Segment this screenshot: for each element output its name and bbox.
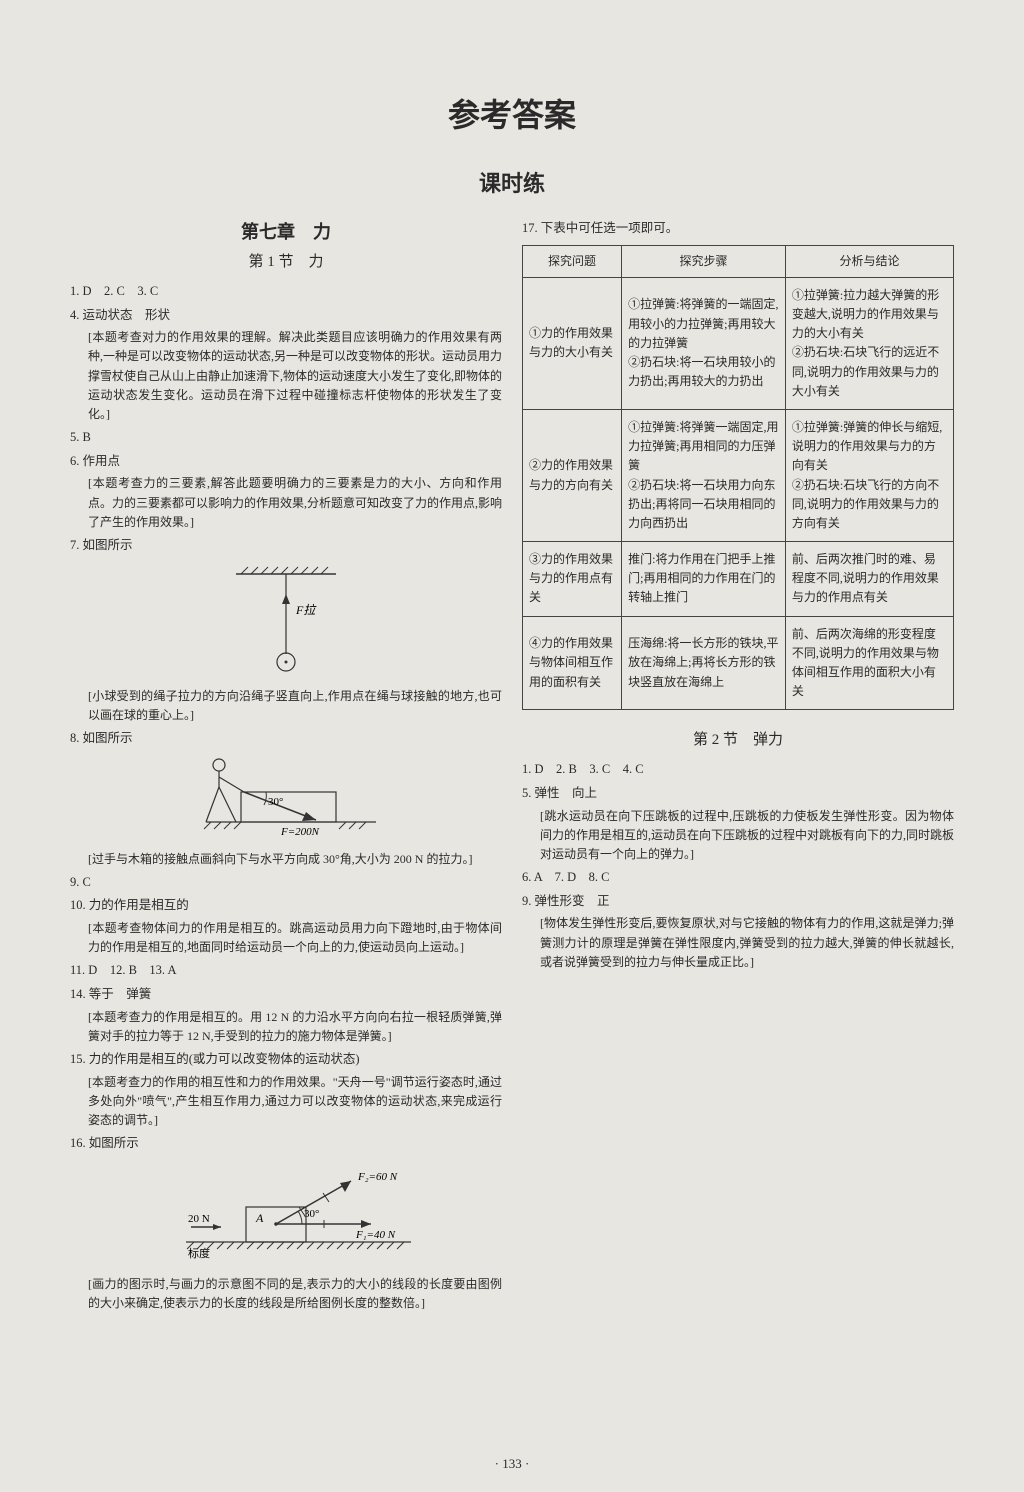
answer-6: 6. 作用点: [70, 451, 502, 472]
answer-10-explain: [本题考查物体间力的作用是相互的。跳高运动员用力向下蹬地时,由于物体间力的作用是…: [70, 919, 502, 957]
table-cell: 压海绵:将一长方形的铁块,平放在海绵上;再将长方形的铁块竖直放在海绵上: [622, 616, 786, 710]
figure-16-angle: 30°: [304, 1208, 319, 1220]
s2-answer-6-8: 6. A 7. D 8. C: [522, 867, 954, 888]
answer-7-explain: [小球受到的绳子拉力的方向沿绳子竖直向上,作用点在绳与球接触的地方,也可以画在球…: [70, 687, 502, 725]
sub-title: 课时练: [70, 166, 954, 198]
figure-16-a: A: [255, 1211, 264, 1225]
answer-4: 4. 运动状态 形状: [70, 305, 502, 326]
table-row: ③力的作用效果与力的作用点有关 推门:将力作用在门把手上推门;再用相同的力作用在…: [523, 542, 954, 617]
table-cell: ①力的作用效果与力的大小有关: [523, 277, 622, 409]
inquiry-table: 探究问题 探究步骤 分析与结论 ①力的作用效果与力的大小有关 ①拉弹簧:将弹簧的…: [522, 245, 954, 711]
figure-16-scale: 20 N: [188, 1213, 210, 1225]
figure-16: A 30° 20 N 标度 F₂=60 N F₁=40 N: [70, 1162, 502, 1267]
figure-8: 30° F=200N: [70, 757, 502, 842]
answer-15: 15. 力的作用是相互的(或力可以改变物体的运动状态): [70, 1049, 502, 1070]
table-cell: ②力的作用效果与力的方向有关: [523, 409, 622, 541]
answer-16-explain: [画力的图示时,与画力的示意图不同的是,表示力的大小的线段的长度要由图例的大小来…: [70, 1275, 502, 1313]
answer-10: 10. 力的作用是相互的: [70, 895, 502, 916]
table-cell: 前、后两次推门时的难、易程度不同,说明力的作用效果与力的作用点有关: [785, 542, 953, 617]
table-cell: ①拉弹簧:将弹簧一端固定,用力拉弹簧;再用相同的力压弹簧②扔石块:将一石块用力向…: [622, 409, 786, 541]
answer-11-13: 11. D 12. B 13. A: [70, 960, 502, 981]
table-cell: 前、后两次海绵的形变程度不同,说明力的作用效果与物体间相互作用的面积大小有关: [785, 616, 953, 710]
table-row: ①力的作用效果与力的大小有关 ①拉弹簧:将弹簧的一端固定,用较小的力拉弹簧;再用…: [523, 277, 954, 409]
section-1-title: 第 1 节 力: [70, 250, 502, 271]
answer-8-explain: [过手与木箱的接触点画斜向下与水平方向成 30°角,大小为 200 N 的拉力。…: [70, 850, 502, 869]
answer-7: 7. 如图所示: [70, 535, 502, 556]
right-column: 17. 下表中可任选一项即可。 探究问题 探究步骤 分析与结论 ①力的作用效果与…: [522, 218, 954, 1316]
table-header-2: 探究步骤: [622, 245, 786, 277]
inquiry-table-wrap: 探究问题 探究步骤 分析与结论 ①力的作用效果与力的大小有关 ①拉弹簧:将弹簧的…: [522, 245, 954, 711]
chapter-title: 第七章 力: [70, 218, 502, 244]
table-cell: ③力的作用效果与力的作用点有关: [523, 542, 622, 617]
figure-7-label: F拉: [295, 603, 317, 617]
answer-1-3: 1. D 2. C 3. C: [70, 281, 502, 302]
page-number: · 133 ·: [0, 1456, 1024, 1472]
table-cell: ①拉弹簧:将弹簧的一端固定,用较小的力拉弹簧;再用较大的力拉弹簧②扔石块:将一石…: [622, 277, 786, 409]
figure-7: F拉: [70, 564, 502, 679]
section-2-title: 第 2 节 弹力: [522, 728, 954, 749]
s2-answer-1-4: 1. D 2. B 3. C 4. C: [522, 759, 954, 780]
s2-answer-5-explain: [跳水运动员在向下压跳板的过程中,压跳板的力使板发生弹性形变。因为物体间力的作用…: [522, 807, 954, 865]
answer-8: 8. 如图所示: [70, 728, 502, 749]
table-cell: ④力的作用效果与物体间相互作用的面积有关: [523, 616, 622, 710]
left-column: 第七章 力 第 1 节 力 1. D 2. C 3. C 4. 运动状态 形状 …: [70, 218, 502, 1316]
figure-16-svg: A 30° 20 N 标度 F₂=60 N F₁=40 N: [146, 1162, 426, 1262]
figure-8-angle: 30°: [268, 796, 283, 808]
table-row: ④力的作用效果与物体间相互作用的面积有关 压海绵:将一长方形的铁块,平放在海绵上…: [523, 616, 954, 710]
two-column-layout: 第七章 力 第 1 节 力 1. D 2. C 3. C 4. 运动状态 形状 …: [70, 218, 954, 1316]
table-cell: ①拉弹簧:拉力越大弹簧的形变越大,说明力的作用效果与力的大小有关②扔石块:石块飞…: [785, 277, 953, 409]
table-cell: ①拉弹簧:弹簧的伸长与缩短,说明力的作用效果与力的方向有关②扔石块:石块飞行的方…: [785, 409, 953, 541]
figure-16-f2: F₂=60 N: [357, 1171, 398, 1183]
answer-14-explain: [本题考查力的作用是相互的。用 12 N 的力沿水平方向向右拉一根轻质弹簧,弹簧…: [70, 1008, 502, 1046]
s2-answer-9-explain: [物体发生弹性形变后,要恢复原状,对与它接触的物体有力的作用,这就是弹力;弹簧测…: [522, 914, 954, 972]
table-cell: 推门:将力作用在门把手上推门;再用相同的力作用在门的转轴上推门: [622, 542, 786, 617]
s2-answer-9: 9. 弹性形变 正: [522, 891, 954, 912]
s2-answer-5: 5. 弹性 向上: [522, 783, 954, 804]
answer-6-explain: [本题考查力的三要素,解答此题要明确力的三要素是力的大小、方向和作用点。力的三要…: [70, 474, 502, 532]
table-header-3: 分析与结论: [785, 245, 953, 277]
answer-5: 5. B: [70, 427, 502, 448]
figure-16-f1: F₁=40 N: [355, 1229, 396, 1241]
main-title: 参考答案: [70, 90, 954, 136]
figure-8-force: F=200N: [280, 826, 320, 837]
answer-9: 9. C: [70, 872, 502, 893]
figure-7-svg: F拉: [216, 564, 356, 674]
answer-17: 17. 下表中可任选一项即可。: [522, 218, 954, 239]
answer-14: 14. 等于 弹簧: [70, 984, 502, 1005]
figure-8-svg: 30° F=200N: [186, 757, 386, 837]
answer-16: 16. 如图所示: [70, 1133, 502, 1154]
answer-4-explain: [本题考查对力的作用效果的理解。解决此类题目应该明确力的作用效果有两种,一种是可…: [70, 328, 502, 424]
table-header-1: 探究问题: [523, 245, 622, 277]
figure-16-scale-label: 标度: [188, 1246, 210, 1260]
table-row: ②力的作用效果与力的方向有关 ①拉弹簧:将弹簧一端固定,用力拉弹簧;再用相同的力…: [523, 409, 954, 541]
answer-15-explain: [本题考查力的作用的相互性和力的作用效果。"天舟一号"调节运行姿态时,通过多处向…: [70, 1073, 502, 1131]
